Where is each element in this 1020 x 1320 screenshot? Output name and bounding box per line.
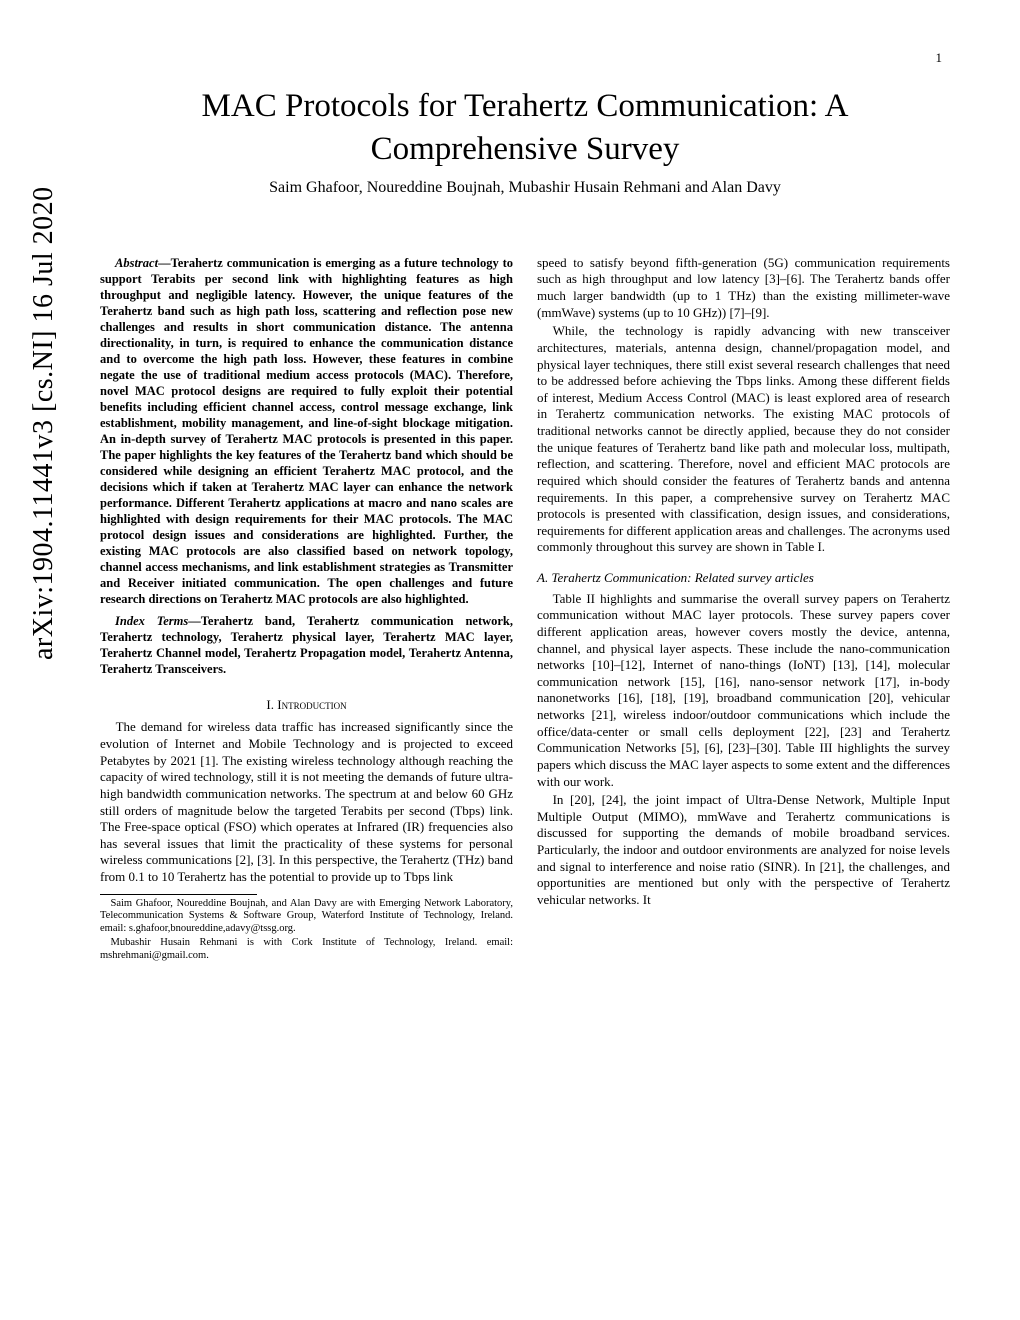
authors: Saim Ghafoor, Noureddine Boujnah, Mubash… bbox=[100, 179, 950, 197]
section-1-number: I. bbox=[266, 697, 274, 712]
index-terms: Index Terms—Terahertz band, Terahertz co… bbox=[100, 613, 513, 677]
page-content: 1 MAC Protocols for Terahertz Communicat… bbox=[0, 0, 1020, 1320]
footnote-block: Saim Ghafoor, Noureddine Boujnah, and Al… bbox=[100, 894, 513, 963]
col2-paragraph-3: Table II highlights and summarise the ov… bbox=[537, 591, 950, 791]
abstract-text: —Terahertz communication is emerging as … bbox=[100, 256, 513, 606]
col2-paragraph-4: In [20], [24], the joint impact of Ultra… bbox=[537, 792, 950, 908]
section-1-heading: I. Introduction bbox=[100, 697, 513, 714]
section-1-title: Introduction bbox=[277, 697, 346, 712]
abstract-label: Abstract bbox=[115, 256, 158, 270]
intro-paragraph-1: The demand for wireless data traffic has… bbox=[100, 719, 513, 885]
page-number: 1 bbox=[936, 50, 943, 66]
subsection-a-heading: A. Terahertz Communication: Related surv… bbox=[537, 570, 950, 587]
footnote-rule bbox=[100, 894, 257, 895]
abstract: Abstract—Terahertz communication is emer… bbox=[100, 255, 513, 607]
body-columns: Abstract—Terahertz communication is emer… bbox=[100, 255, 950, 963]
paper-title: MAC Protocols for Terahertz Communicatio… bbox=[100, 85, 950, 171]
col2-paragraph-2: While, the technology is rapidly advanci… bbox=[537, 323, 950, 556]
footnote-2: Mubashir Husain Rehmani is with Cork Ins… bbox=[100, 937, 513, 962]
index-terms-label: Index Terms bbox=[115, 614, 188, 628]
footnote-1: Saim Ghafoor, Noureddine Boujnah, and Al… bbox=[100, 898, 513, 936]
arxiv-identifier: arXiv:1904.11441v3 [cs.NI] 16 Jul 2020 bbox=[28, 186, 60, 660]
col2-paragraph-1: speed to satisfy beyond fifth-generation… bbox=[537, 255, 950, 322]
